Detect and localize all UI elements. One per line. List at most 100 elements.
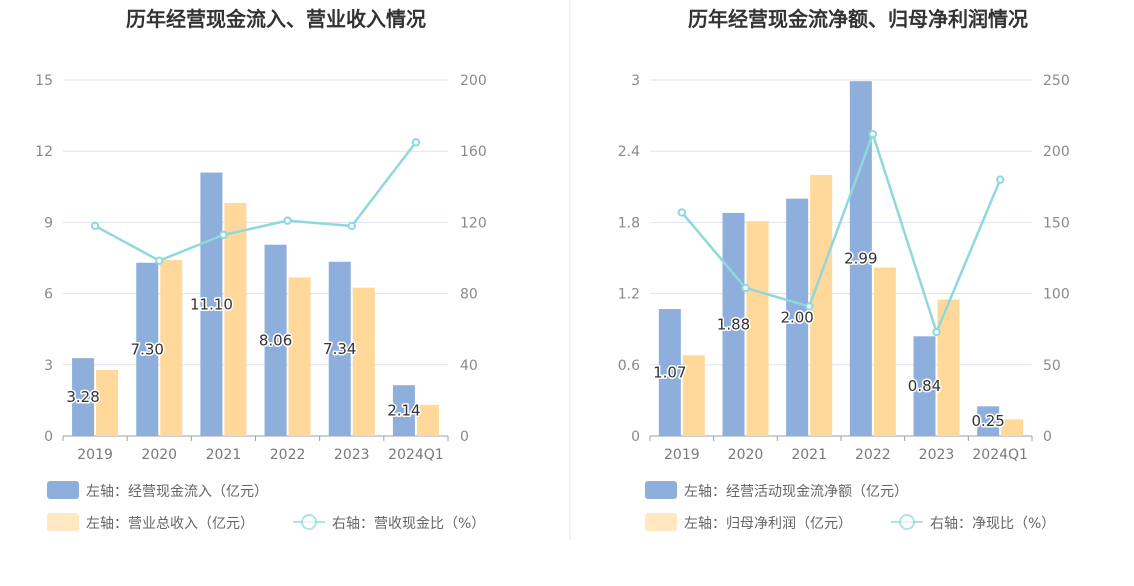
bar-series-2 — [1001, 419, 1024, 436]
bar-data-label: 8.06 — [259, 331, 292, 349]
bar-data-label: 1.07 — [653, 364, 686, 382]
bar-data-label: 0.25 — [971, 412, 1004, 430]
bar-data-label: 7.34 — [323, 340, 356, 358]
legend-swatch-series-1 — [645, 481, 677, 499]
y-left-tick-label: 3 — [631, 73, 640, 89]
bar-series-2 — [810, 174, 833, 436]
bar-series-2 — [416, 404, 439, 436]
y-left-tick-label: 2.4 — [618, 144, 640, 160]
line-point — [90, 221, 100, 231]
legend-label-series-3: 右轴：净现比（%） — [930, 516, 1055, 532]
y-right-tick-label: 0 — [1043, 429, 1052, 445]
legend-label-series-2: 左轴：归母净利润（亿元） — [684, 515, 852, 532]
x-tick-label: 2024Q1 — [972, 447, 1028, 463]
bar-series-1 — [849, 81, 872, 436]
bar-series-2 — [746, 221, 769, 436]
legend-label-series-2: 左轴：营业总收入（亿元） — [86, 516, 254, 532]
y-right-tick-label: 100 — [1043, 287, 1070, 303]
bar-series-2 — [352, 287, 375, 436]
y-left-tick-label: 1.8 — [618, 215, 640, 231]
bar-series-2 — [288, 277, 311, 436]
legend-label-series-1: 左轴：经营现金流入（亿元） — [86, 484, 268, 500]
x-tick-label: 2022 — [855, 447, 891, 463]
y-right-tick-label: 160 — [460, 144, 487, 160]
x-tick-label: 2022 — [270, 447, 306, 463]
y-left-tick-label: 3 — [44, 358, 53, 374]
legend-swatch-series-3-marker — [899, 514, 915, 530]
bar-series-1 — [264, 244, 287, 436]
bar-series-2 — [682, 355, 705, 436]
x-tick-label: 2024Q1 — [388, 447, 444, 463]
y-left-tick-label: 0 — [44, 429, 53, 445]
bar-series-1 — [72, 358, 95, 436]
line-point — [283, 216, 292, 225]
line-point — [155, 256, 164, 265]
x-tick-label: 2020 — [141, 447, 177, 463]
bar-series-2 — [160, 259, 183, 436]
y-right-tick-label: 150 — [1043, 215, 1070, 231]
x-tick-label: 2019 — [664, 447, 700, 463]
bar-series-1 — [977, 406, 1000, 436]
y-left-tick-label: 6 — [44, 287, 53, 303]
bar-data-label: 2.14 — [387, 402, 420, 420]
y-left-tick-label: 9 — [44, 215, 53, 231]
legend-label-series-3: 右轴：营收现金比（%） — [332, 516, 485, 532]
line-point — [741, 283, 750, 293]
bar-series-2 — [937, 299, 960, 436]
line-point — [347, 221, 356, 231]
y-right-tick-label: 50 — [1043, 358, 1061, 374]
y-right-tick-label: 0 — [460, 429, 469, 445]
line-point — [868, 129, 878, 139]
x-tick-label: 2019 — [77, 447, 113, 463]
bar-data-label: 1.88 — [717, 315, 750, 333]
line-point — [219, 230, 228, 240]
y-right-tick-label: 120 — [460, 215, 487, 231]
bar-series-1 — [913, 336, 936, 436]
bar-data-label: 2.99 — [844, 250, 877, 268]
legend-label-series-1: 左轴：经营活动现金流净额（亿元） — [684, 484, 908, 500]
y-right-tick-label: 250 — [1043, 73, 1070, 89]
y-right-tick-label: 80 — [460, 287, 478, 303]
bar-series-2 — [224, 202, 247, 436]
bar-data-label: 7.30 — [131, 340, 164, 358]
line-point — [411, 138, 421, 147]
bar-series-1 — [136, 262, 159, 436]
chart-title: 历年经营现金流入、营业收入情况 — [126, 7, 426, 31]
legend-swatch-series-3-marker — [301, 514, 317, 530]
bar-data-label: 11.10 — [190, 295, 233, 313]
chart-title: 历年经营现金流净额、归母净利润情况 — [688, 7, 1028, 31]
y-right-tick-label: 200 — [460, 73, 487, 89]
bar-data-label: 0.84 — [908, 377, 941, 395]
x-tick-label: 2023 — [334, 447, 370, 463]
y-left-tick-label: 1.2 — [618, 287, 640, 303]
bar-series-1 — [658, 309, 681, 436]
y-right-tick-label: 40 — [460, 358, 478, 374]
x-tick-label: 2023 — [919, 447, 955, 463]
line-point — [804, 302, 814, 311]
y-left-tick-label: 0 — [631, 429, 640, 445]
bar-data-label: 2.00 — [780, 308, 813, 326]
x-tick-label: 2021 — [791, 447, 827, 463]
line-series — [680, 132, 1002, 334]
line-point — [995, 175, 1005, 184]
x-tick-label: 2020 — [728, 447, 764, 463]
bar-data-label: 3.28 — [66, 388, 99, 406]
bar-series-1 — [392, 385, 415, 436]
line-point — [932, 327, 941, 337]
bar-series-1 — [786, 198, 809, 436]
y-right-tick-label: 200 — [1043, 144, 1070, 160]
bar-series-1 — [328, 261, 351, 436]
y-left-tick-label: 15 — [35, 73, 53, 89]
y-left-tick-label: 12 — [35, 144, 53, 160]
line-series — [94, 141, 417, 262]
legend-swatch-series-2 — [645, 513, 677, 531]
bar-series-2 — [96, 370, 119, 436]
legend-swatch-series-1 — [47, 481, 79, 499]
bar-series-2 — [873, 267, 896, 436]
line-point — [677, 208, 687, 217]
x-tick-label: 2021 — [206, 447, 242, 463]
y-left-tick-label: 0.6 — [618, 358, 640, 374]
legend-swatch-series-2 — [47, 513, 79, 531]
